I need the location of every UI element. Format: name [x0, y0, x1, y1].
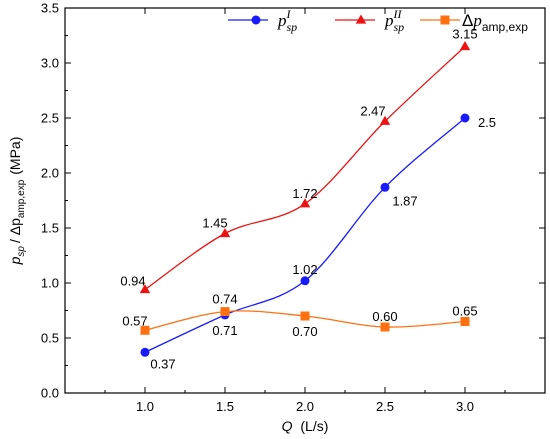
y-tick-label: 2.0	[41, 166, 59, 181]
y-axis-title-p: p	[7, 256, 23, 265]
data-label: 0.57	[122, 313, 147, 328]
legend-item-p-sp-i: pI sp	[228, 7, 297, 34]
data-point-triangle	[299, 198, 311, 208]
y-axis-title-unit: (MPa)	[7, 137, 23, 175]
data-point-circle	[460, 113, 470, 123]
x-axis-title-unit: (L/s)	[300, 418, 328, 434]
y-tick-label: 1.5	[41, 221, 59, 236]
legend-item-delta-p-amp-exp: Δpamp,exp	[420, 11, 528, 34]
x-tick-label: 2.0	[296, 399, 314, 414]
y-tick-label: 2.5	[41, 111, 59, 126]
legend: pI sp pII sp Δpamp,exp	[228, 7, 528, 34]
y-tick-label: 3.0	[41, 56, 59, 71]
legend-marker-circle	[251, 15, 261, 25]
y-axis-title-dp: / Δp	[7, 218, 23, 243]
data-label: 1.87	[392, 193, 417, 208]
y-tick-label: 0.0	[41, 386, 59, 401]
legend-label-p-sp-ii: pII sp	[384, 7, 404, 34]
legend-marker-square	[440, 15, 450, 25]
x-tick-label: 3.0	[456, 399, 474, 414]
data-label: 0.71	[212, 323, 237, 338]
x-tick-label: 1.0	[136, 399, 154, 414]
data-label: 3.15	[452, 27, 477, 42]
data-point-circle	[140, 347, 150, 357]
y-tick-label: 0.5	[41, 331, 59, 346]
data-point-circle	[300, 276, 310, 286]
y-tick-label: 1.0	[41, 276, 59, 291]
data-label: 0.65	[452, 304, 477, 319]
y-tick-label: 3.5	[41, 1, 59, 16]
data-labels: 0.37 0.71 1.02 1.87 2.5 0.94 1.45 1.72 2.47 3.15 0…	[120, 27, 496, 372]
data-label: 0.74	[212, 292, 237, 307]
data-point-triangle	[139, 284, 151, 294]
series-line-1	[144, 46, 466, 291]
series-markers	[139, 41, 471, 357]
x-axis-title: Q (L/s)	[282, 418, 329, 434]
data-point-circle	[380, 182, 390, 192]
x-tick-label: 2.5	[376, 399, 394, 414]
data-label: 0.37	[150, 356, 175, 371]
y-axis-title-p-sub: sp	[16, 246, 27, 257]
data-label: 0.94	[120, 274, 145, 289]
data-point-triangle	[379, 115, 391, 125]
legend-item-p-sp-ii: pII sp	[335, 7, 404, 34]
data-label: 2.5	[478, 115, 496, 130]
data-label: 1.72	[292, 186, 317, 201]
data-point-square	[220, 307, 230, 317]
data-label: 1.02	[292, 262, 317, 277]
legend-label-delta-p-amp-exp: Δpamp,exp	[462, 11, 528, 34]
data-point-square	[140, 325, 150, 335]
legend-label-p-sp-i: pI sp	[277, 7, 297, 34]
legend-marker-triangle	[355, 14, 367, 24]
x-tick-label: 1.5	[216, 399, 234, 414]
data-point-square	[460, 317, 470, 326]
data-point-square	[380, 322, 390, 332]
y-axis-title: psp / Δpamp,exp (MPa)	[7, 137, 27, 266]
axes: 0.0 0.5 1.0 1.5 2.0 2.5 3.0 3.5 1.0 1.5 2.0 2.5 3.0	[41, 1, 545, 414]
y-axis-title-dp-sub: amp,exp	[16, 179, 27, 218]
data-label: 0.70	[292, 324, 317, 339]
data-label: 0.60	[372, 309, 397, 324]
data-point-triangle	[219, 228, 231, 238]
x-axis-title-main: Q	[282, 418, 293, 434]
data-label: 1.45	[202, 216, 227, 231]
data-label: 2.47	[360, 103, 385, 118]
data-point-square	[300, 311, 310, 321]
data-point-triangle	[459, 41, 471, 51]
